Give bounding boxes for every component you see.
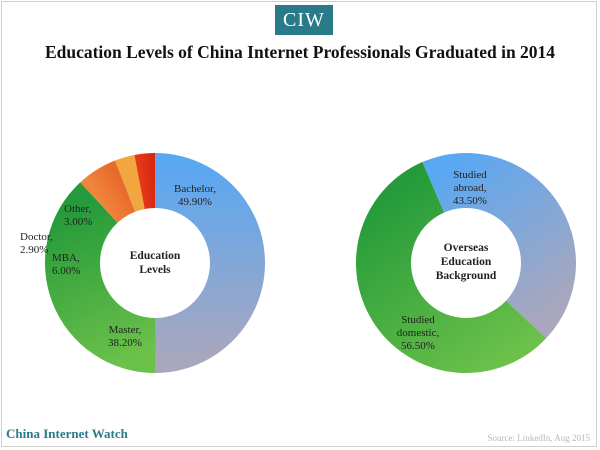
slice-mba: [80, 160, 136, 223]
center-label-overseas-background: Overseas Education Background: [436, 242, 497, 282]
center-label-education-levels: Education Levels: [130, 250, 181, 276]
label-studied-domestic: Studied domestic, 56.50%: [397, 314, 440, 352]
label-other: Other, 3.00%: [64, 203, 92, 228]
ciw-logo: CIW: [275, 5, 333, 35]
slice-master: [45, 182, 156, 373]
chart-title: Education Levels of China Internet Profe…: [44, 42, 556, 62]
slice-bachelor: [155, 153, 265, 373]
slice-other: [134, 153, 155, 209]
slice-studied-domestic: [355, 162, 547, 374]
slice-doctor: [115, 154, 145, 212]
label-master: Master, 38.20%: [108, 324, 142, 349]
source-note: Source: LinkedIn, Aug 2015: [487, 433, 591, 443]
label-doctor: Doctor, 2.90%: [20, 231, 53, 256]
label-mba: MBA, 6.00%: [52, 252, 80, 277]
brand-name: China Internet Watch: [6, 426, 128, 441]
slice-studied-abroad: [422, 153, 576, 339]
label-studied-abroad: Studied abroad, 43.50%: [453, 169, 487, 207]
label-bachelor: Bachelor, 49.90%: [174, 183, 216, 208]
